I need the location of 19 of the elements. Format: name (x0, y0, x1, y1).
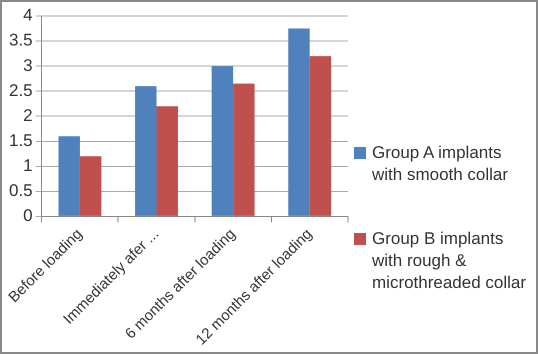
bar (288, 28, 310, 216)
legend-label: Group A implants with smooth collar (372, 142, 510, 186)
y-tick-label: 0.5 (8, 181, 33, 200)
y-tick-label: 1 (23, 156, 33, 176)
y-tick-label: 0 (23, 206, 33, 226)
y-tick-label: 3 (23, 56, 33, 75)
y-tick-label: 3.5 (8, 30, 33, 50)
legend-label: Group B implants with rough & microthreaded collar (372, 228, 528, 294)
bar (135, 86, 157, 216)
bar (156, 106, 178, 216)
y-tick-label: 2.5 (8, 80, 33, 100)
bar (80, 156, 102, 216)
bar (212, 66, 234, 216)
y-tick-label: 1.5 (8, 130, 33, 150)
bar (233, 84, 255, 216)
y-tick-label: 4 (23, 6, 33, 25)
bar (58, 136, 80, 216)
y-tick-label: 2 (23, 106, 33, 125)
bar (310, 56, 332, 216)
